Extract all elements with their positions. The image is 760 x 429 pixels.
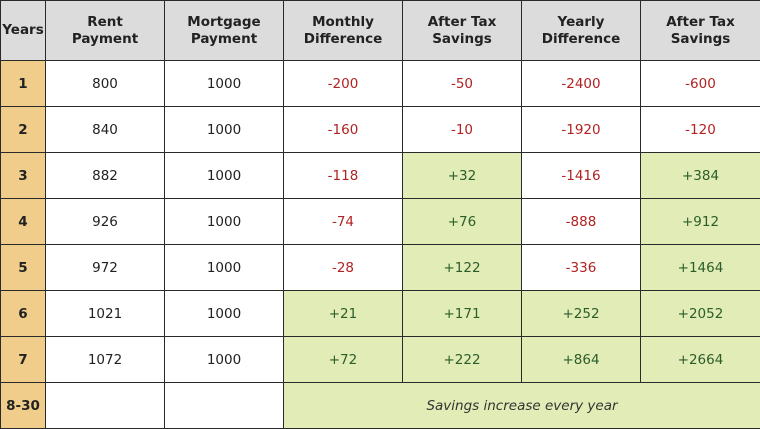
header-yearly-line1: Yearly [522, 14, 640, 31]
table-row: 5 972 1000 -28 +122 -336 +1464 [1, 245, 760, 291]
yearly-diff-cell: -888 [522, 199, 641, 245]
after-tax-monthly-cell: -10 [403, 107, 522, 153]
monthly-diff-cell: +72 [284, 337, 403, 383]
after-tax-monthly-cell: +122 [403, 245, 522, 291]
mortgage-cell: 1000 [165, 107, 284, 153]
header-yearly-difference: Yearly Difference [522, 1, 641, 61]
year-cell: 5 [1, 245, 46, 291]
after-tax-yearly-cell: +2664 [641, 337, 760, 383]
header-after-tax-line1: After Tax [403, 14, 521, 31]
rent-cell: 840 [46, 107, 165, 153]
monthly-diff-cell: +21 [284, 291, 403, 337]
header-after-tax-savings-monthly: After Tax Savings [403, 1, 522, 61]
rent-cell: 1072 [46, 337, 165, 383]
after-tax-yearly-cell: +1464 [641, 245, 760, 291]
mortgage-cell-empty [165, 383, 284, 429]
header-after-tax2-line2: Savings [641, 31, 760, 48]
yearly-diff-cell: -336 [522, 245, 641, 291]
year-cell: 3 [1, 153, 46, 199]
after-tax-yearly-cell: -120 [641, 107, 760, 153]
rent-cell: 972 [46, 245, 165, 291]
after-tax-yearly-cell: -600 [641, 61, 760, 107]
header-mortgage-line2: Payment [165, 31, 283, 48]
table-body: 1 800 1000 -200 -50 -2400 -600 2 840 100… [1, 61, 760, 429]
header-rent-line2: Payment [46, 31, 164, 48]
after-tax-yearly-cell: +384 [641, 153, 760, 199]
year-cell: 1 [1, 61, 46, 107]
after-tax-monthly-cell: -50 [403, 61, 522, 107]
header-monthly-line2: Difference [284, 31, 402, 48]
header-after-tax-savings-yearly: After Tax Savings [641, 1, 760, 61]
mortgage-cell: 1000 [165, 337, 284, 383]
header-mortgage-line1: Mortgage [165, 14, 283, 31]
savings-note: Savings increase every year [284, 383, 760, 429]
table-row: 3 882 1000 -118 +32 -1416 +384 [1, 153, 760, 199]
mortgage-cell: 1000 [165, 291, 284, 337]
header-monthly-line1: Monthly [284, 14, 402, 31]
header-mortgage-payment: Mortgage Payment [165, 1, 284, 61]
header-after-tax2-line1: After Tax [641, 14, 760, 31]
year-cell: 6 [1, 291, 46, 337]
after-tax-monthly-cell: +76 [403, 199, 522, 245]
monthly-diff-cell: -200 [284, 61, 403, 107]
table-row: 1 800 1000 -200 -50 -2400 -600 [1, 61, 760, 107]
rent-cell: 800 [46, 61, 165, 107]
yearly-diff-cell: +252 [522, 291, 641, 337]
header-after-tax-line2: Savings [403, 31, 521, 48]
year-cell: 2 [1, 107, 46, 153]
mortgage-cell: 1000 [165, 199, 284, 245]
header-years: Years [1, 1, 46, 61]
monthly-diff-cell: -118 [284, 153, 403, 199]
after-tax-yearly-cell: +2052 [641, 291, 760, 337]
yearly-diff-cell: -2400 [522, 61, 641, 107]
rent-cell: 882 [46, 153, 165, 199]
mortgage-cell: 1000 [165, 61, 284, 107]
table-header: Years Rent Payment Mortgage Payment Mont… [1, 1, 760, 61]
table-row-summary: 8-30 Savings increase every year [1, 383, 760, 429]
header-rent-payment: Rent Payment [46, 1, 165, 61]
table-row: 4 926 1000 -74 +76 -888 +912 [1, 199, 760, 245]
after-tax-yearly-cell: +912 [641, 199, 760, 245]
after-tax-monthly-cell: +171 [403, 291, 522, 337]
year-cell: 8-30 [1, 383, 46, 429]
rent-cell-empty [46, 383, 165, 429]
rent-cell: 1021 [46, 291, 165, 337]
table-row: 2 840 1000 -160 -10 -1920 -120 [1, 107, 760, 153]
table-row: 6 1021 1000 +21 +171 +252 +2052 [1, 291, 760, 337]
header-row: Years Rent Payment Mortgage Payment Mont… [1, 1, 760, 61]
monthly-diff-cell: -160 [284, 107, 403, 153]
after-tax-monthly-cell: +32 [403, 153, 522, 199]
yearly-diff-cell: -1416 [522, 153, 641, 199]
header-years-label: Years [2, 22, 44, 38]
year-cell: 4 [1, 199, 46, 245]
yearly-diff-cell: +864 [522, 337, 641, 383]
after-tax-monthly-cell: +222 [403, 337, 522, 383]
monthly-diff-cell: -28 [284, 245, 403, 291]
header-yearly-line2: Difference [522, 31, 640, 48]
rent-cell: 926 [46, 199, 165, 245]
yearly-diff-cell: -1920 [522, 107, 641, 153]
mortgage-cell: 1000 [165, 245, 284, 291]
header-rent-line1: Rent [46, 14, 164, 31]
table-row: 7 1072 1000 +72 +222 +864 +2664 [1, 337, 760, 383]
header-monthly-difference: Monthly Difference [284, 1, 403, 61]
year-cell: 7 [1, 337, 46, 383]
monthly-diff-cell: -74 [284, 199, 403, 245]
mortgage-cell: 1000 [165, 153, 284, 199]
